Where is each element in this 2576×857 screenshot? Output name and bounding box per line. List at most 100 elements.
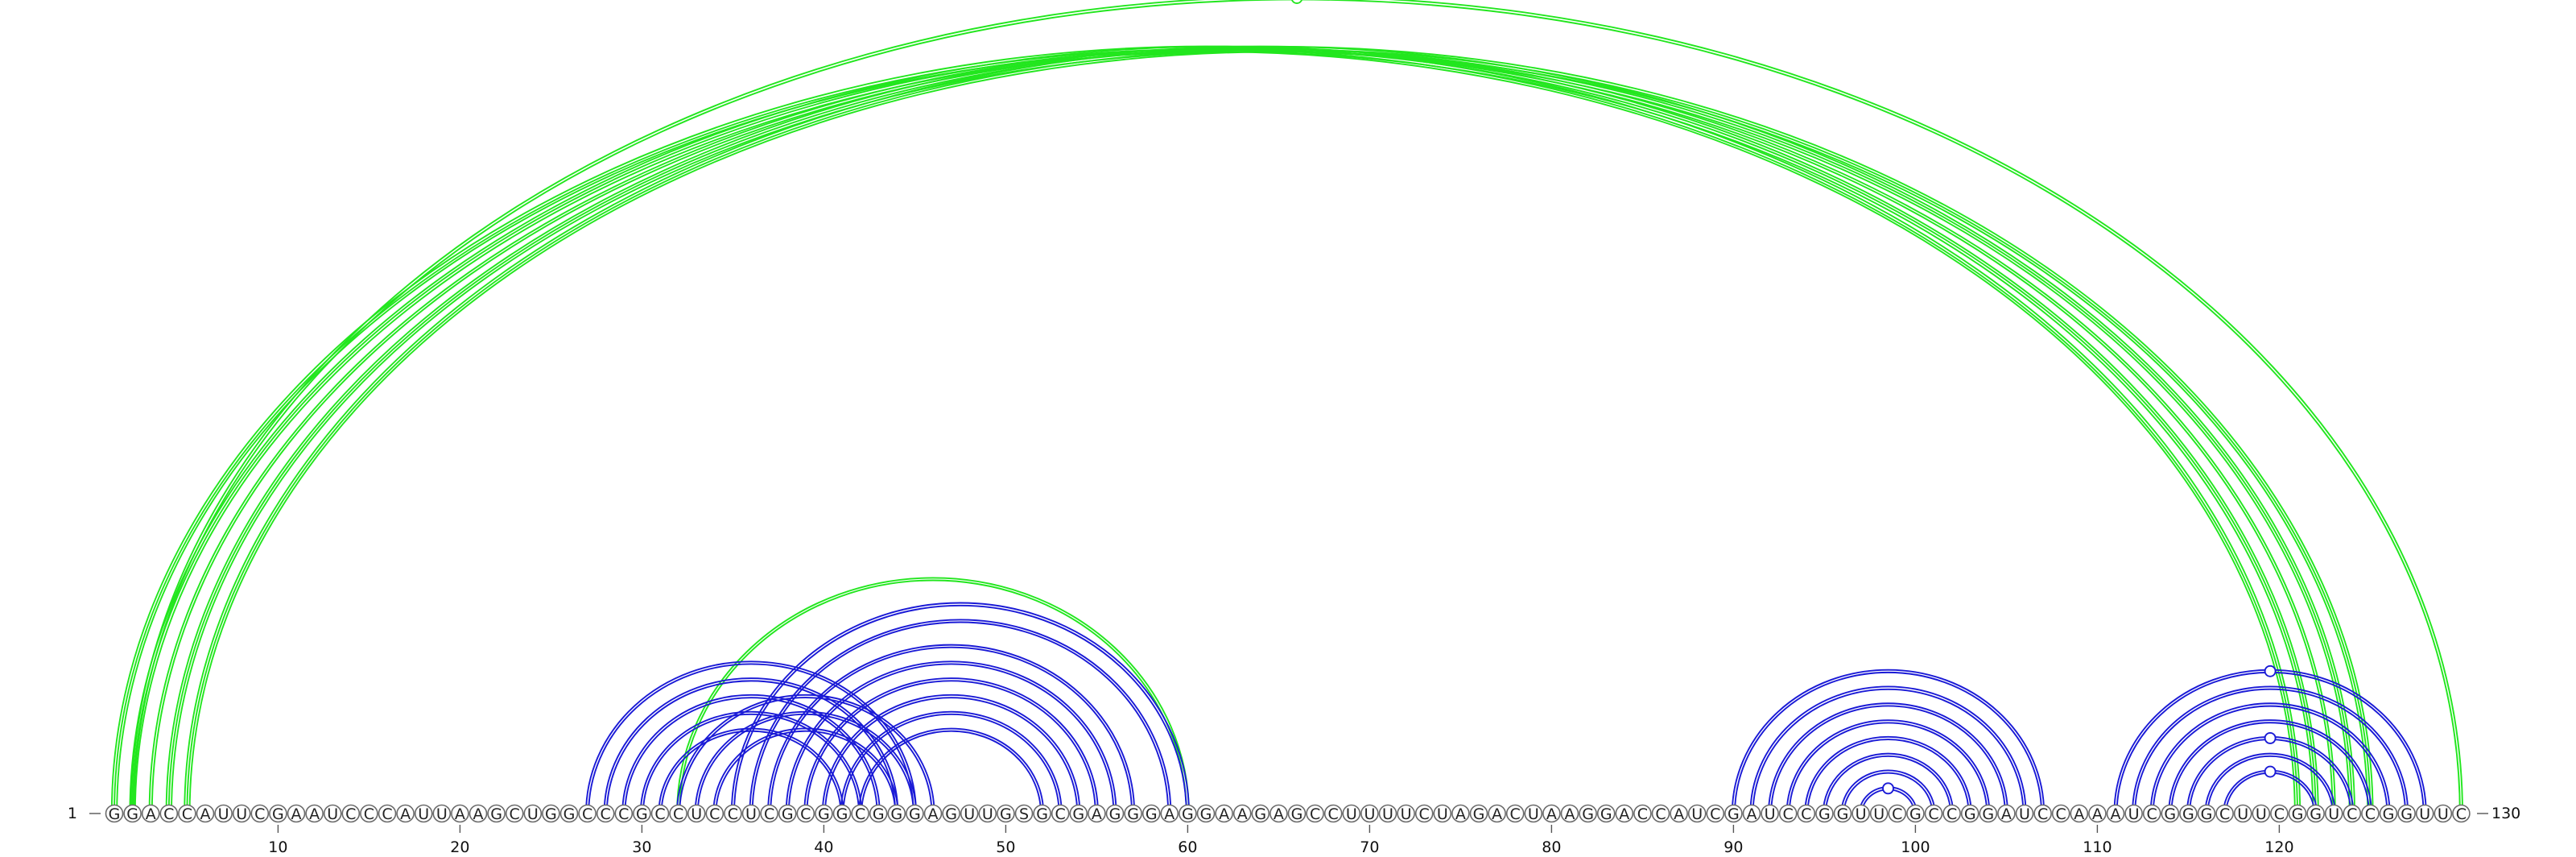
base-letter: C — [1510, 805, 1521, 823]
arc-stroke — [785, 660, 1117, 814]
base-circle — [159, 804, 179, 823]
base-124: C — [2343, 804, 2362, 823]
base-letter: C — [2274, 805, 2285, 823]
base-circle — [942, 804, 960, 823]
base-circle — [105, 804, 124, 823]
base-circle — [1141, 804, 1161, 823]
base-94: C — [1797, 804, 1816, 823]
base-101: C — [1924, 804, 1943, 823]
base-letter: C — [800, 805, 811, 823]
base-55: A — [1088, 804, 1106, 823]
arc-stroke — [1749, 685, 2027, 814]
position-tick-90: 90 — [1724, 825, 1743, 856]
tick-label: 120 — [2264, 838, 2293, 856]
base-letter: G — [1291, 805, 1303, 823]
base-54: G — [1069, 804, 1088, 823]
base-11: A — [287, 804, 306, 823]
base-66: G — [1287, 804, 1307, 823]
base-circle — [1378, 804, 1397, 823]
base-16: C — [378, 804, 397, 823]
base-letter: C — [2056, 805, 2066, 823]
base-letter: C — [254, 805, 265, 823]
base-48: U — [960, 804, 979, 823]
base-30: G — [633, 804, 651, 823]
arc-blue-42-52 — [858, 727, 1045, 814]
base-letter: C — [764, 805, 774, 823]
base-28: C — [596, 804, 615, 823]
base-circle — [2233, 804, 2252, 823]
base-letter: A — [200, 805, 211, 823]
base-letter: C — [2219, 805, 2230, 823]
base-112: U — [2124, 804, 2143, 823]
base-circle — [2452, 804, 2471, 823]
base-circle — [2179, 804, 2198, 823]
base-letter: G — [1582, 805, 1594, 823]
base-120: C — [2270, 804, 2289, 823]
base-46: A — [923, 804, 943, 823]
base-letter: C — [1710, 805, 1720, 823]
arc-stroke — [770, 646, 1133, 814]
position-tick-120: 120 — [2264, 825, 2294, 856]
base-letter: A — [473, 805, 484, 823]
base-circle — [1942, 804, 1961, 823]
base-circle — [614, 804, 634, 823]
base-95: G — [1815, 804, 1834, 823]
base-44: G — [887, 804, 906, 823]
base-circle — [1888, 804, 1907, 823]
base-letter: G — [1109, 805, 1121, 823]
base-21: A — [469, 804, 488, 823]
base-86: C — [1651, 804, 1670, 823]
tick-label: 20 — [450, 838, 469, 856]
arc-stroke — [171, 51, 2351, 814]
base-letter: C — [1892, 805, 1902, 823]
arc-green-4-124 — [165, 45, 2355, 814]
base-15: C — [360, 804, 378, 823]
base-47: G — [942, 804, 960, 823]
base-letter: U — [2438, 805, 2449, 823]
arc-stroke — [2207, 755, 2334, 814]
base-108: C — [2051, 804, 2070, 823]
position-tick-70: 70 — [1360, 825, 1379, 856]
base-121: G — [2288, 804, 2307, 823]
base-letter: C — [601, 805, 611, 823]
base-74: U — [1433, 804, 1452, 823]
base-circle — [596, 804, 615, 823]
arc-blue-115-124 — [2186, 731, 2355, 814]
base-circle — [1815, 804, 1834, 823]
base-letter: A — [291, 805, 302, 823]
base-circle — [341, 804, 361, 823]
base-letter: U — [964, 805, 975, 823]
arc-green-1-121 — [110, 45, 2301, 814]
base-99: C — [1888, 804, 1907, 823]
base-76: G — [1469, 804, 1488, 823]
base-letter: G — [126, 805, 138, 823]
base-letter: C — [1946, 805, 1957, 823]
arc-stroke — [767, 644, 1136, 814]
base-107: C — [2033, 804, 2052, 823]
base-circle — [650, 804, 670, 823]
position-tick-50: 50 — [996, 825, 1015, 856]
base-circle — [2379, 804, 2398, 823]
base-circle — [1524, 804, 1543, 823]
base-letter: G — [2292, 805, 2304, 823]
base-circle — [2343, 804, 2362, 823]
base-letter: A — [146, 805, 156, 823]
arc-stroke — [858, 727, 1045, 814]
base-circle — [378, 804, 397, 823]
base-43: G — [869, 804, 888, 823]
arc-blue-117-122 — [2223, 765, 2318, 814]
base-circle — [1269, 804, 1288, 823]
arc-stroke — [2149, 702, 2391, 814]
arc-apex-marker — [1290, 0, 1303, 4]
arc-blue-39-55 — [803, 677, 1099, 814]
arc-stroke — [2170, 722, 2370, 814]
arc-blue-95-102 — [1822, 752, 1955, 814]
base-circle — [832, 804, 852, 823]
arc-blue-116-123 — [2204, 752, 2336, 814]
arc-stroke — [1788, 722, 1988, 814]
tick-label: 80 — [1542, 838, 1561, 856]
base-letter: C — [163, 805, 174, 823]
base-circle — [123, 804, 142, 823]
base-circle — [559, 804, 579, 823]
base-13: U — [323, 804, 342, 823]
